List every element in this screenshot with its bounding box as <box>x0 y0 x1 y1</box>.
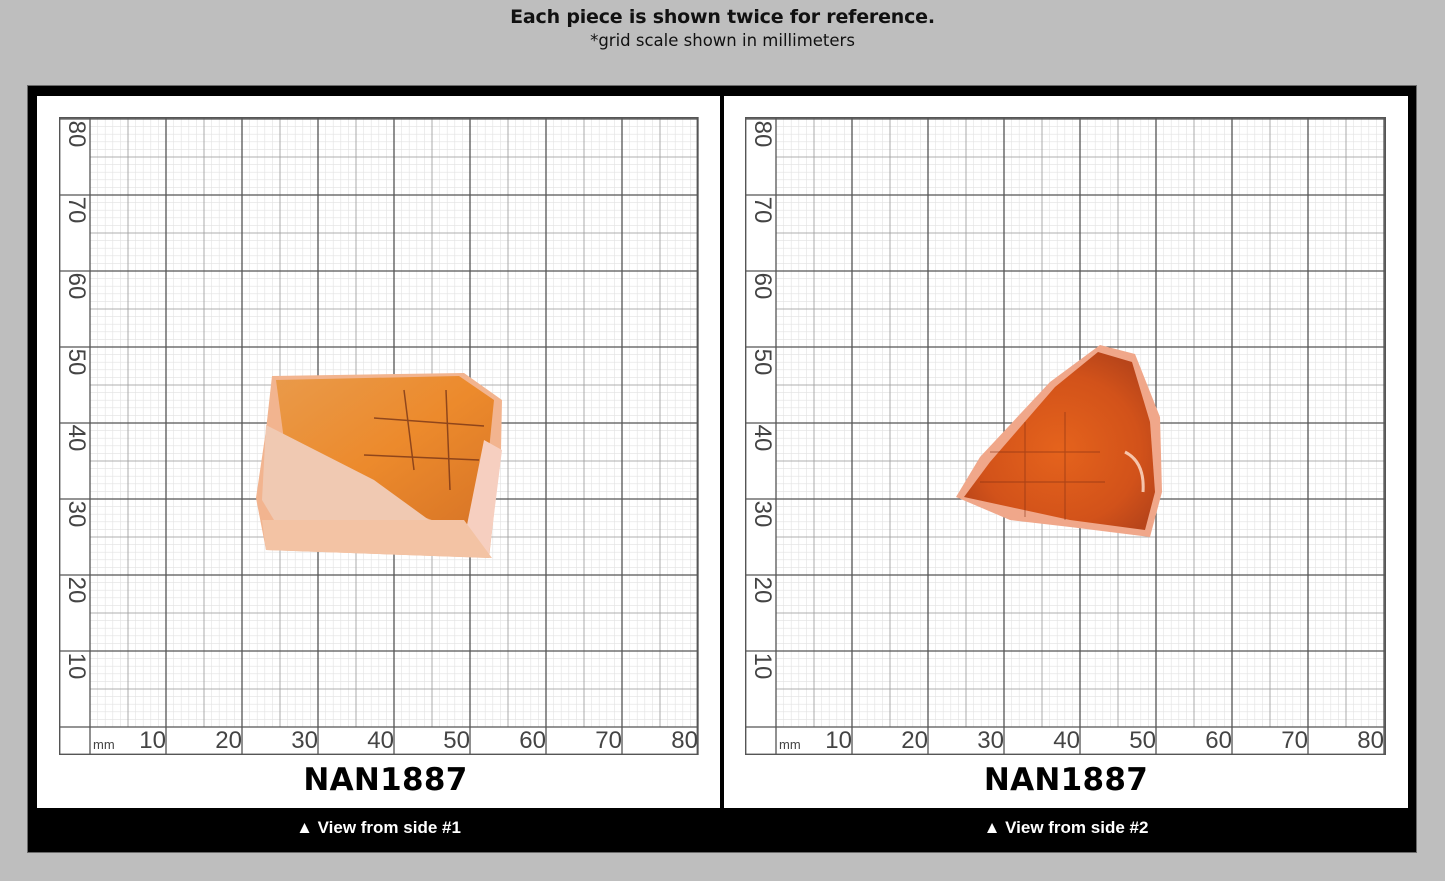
header-title: Each piece is shown twice for reference. <box>510 6 935 28</box>
y-label: 50 <box>63 348 90 376</box>
item-code: NAN1887 <box>983 762 1149 798</box>
x-label: 50 <box>1129 727 1156 754</box>
y-label: 70 <box>749 196 776 224</box>
y-label: 70 <box>63 196 90 224</box>
gemstone-photo-side-1 <box>256 373 502 558</box>
unit-label: mm <box>779 737 801 752</box>
header-subtitle: *grid scale shown in millimeters <box>590 31 855 50</box>
x-label: 40 <box>367 727 394 754</box>
x-label: 50 <box>443 727 470 754</box>
y-label: 10 <box>749 652 776 680</box>
panel-side-1: 80 70 60 50 40 30 20 10 mm 10 20 30 40 5… <box>37 96 720 808</box>
y-label: 20 <box>63 576 90 604</box>
photo-frame: 80 70 60 50 40 30 20 10 mm 10 20 30 40 5… <box>28 86 1416 852</box>
y-label: 80 <box>63 120 90 148</box>
x-label: 20 <box>901 727 928 754</box>
x-label: 20 <box>215 727 242 754</box>
y-label: 50 <box>749 348 776 376</box>
panel-side-2: 80 70 60 50 40 30 20 10 mm 10 20 30 40 5… <box>724 96 1408 808</box>
x-label: 30 <box>977 727 1004 754</box>
y-label: 10 <box>63 652 90 680</box>
x-label: 30 <box>291 727 318 754</box>
y-label: 20 <box>749 576 776 604</box>
y-label: 30 <box>749 500 776 528</box>
x-label: 40 <box>1053 727 1080 754</box>
y-label: 80 <box>749 120 776 148</box>
mm-grid-side-1: 80 70 60 50 40 30 20 10 mm 10 20 30 40 5… <box>59 117 699 755</box>
x-label: 80 <box>1357 727 1384 754</box>
y-label: 60 <box>749 272 776 300</box>
item-code: NAN1887 <box>303 762 468 798</box>
y-label: 60 <box>63 272 90 300</box>
x-label: 70 <box>595 727 622 754</box>
x-label: 10 <box>139 727 166 754</box>
x-label: 60 <box>519 727 546 754</box>
x-label: 10 <box>825 727 852 754</box>
mm-grid-side-2: 80 70 60 50 40 30 20 10 mm 10 20 30 40 5… <box>745 117 1386 755</box>
gemstone-photo-side-2 <box>956 345 1162 537</box>
y-label: 30 <box>63 500 90 528</box>
x-label: 80 <box>671 727 698 754</box>
caption-side-1: ▲ View from side #1 <box>296 818 461 837</box>
x-label: 70 <box>1281 727 1308 754</box>
y-label: 40 <box>63 424 90 452</box>
grid-lines <box>59 117 699 755</box>
x-label: 60 <box>1205 727 1232 754</box>
y-label: 40 <box>749 424 776 452</box>
unit-label: mm <box>93 737 115 752</box>
caption-side-2: ▲ View from side #2 <box>983 818 1149 837</box>
